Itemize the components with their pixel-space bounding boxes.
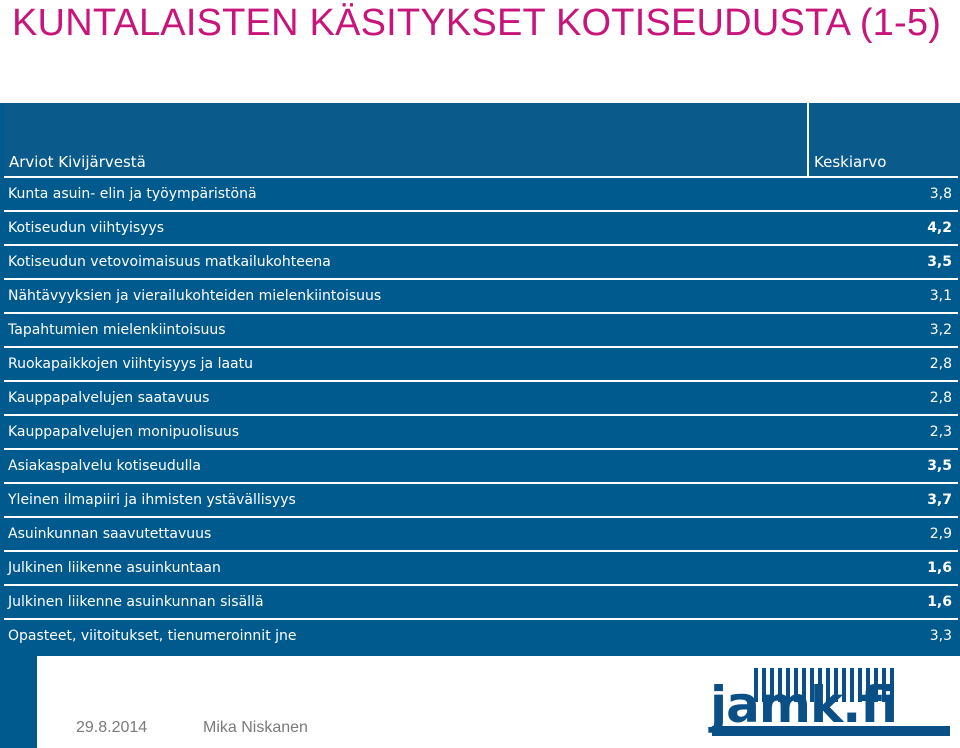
row-value: 1,6: [927, 594, 952, 610]
table-row: Ruokapaikkojen viihtyisyys ja laatu 2,8: [4, 346, 958, 380]
row-label: Julkinen liikenne asuinkunnan sisällä: [8, 594, 264, 610]
logo-stripe: [866, 668, 870, 702]
logo-stripe: [858, 668, 862, 702]
row-value: 3,2: [929, 322, 952, 338]
table-row: Kauppapalvelujen monipuolisuus 2,3: [4, 414, 958, 448]
ratings-table: Arviot Kivijärvestä Keskiarvo Kunta asui…: [0, 103, 960, 656]
row-label: Kotiseudun viihtyisyys: [8, 220, 165, 236]
logo-stripe: [778, 668, 782, 702]
table-row: Kunta asuin- elin ja työympäristönä 3,8: [4, 176, 958, 210]
table-row: Asiakaspalvelu kotiseudulla 3,5: [4, 448, 958, 482]
row-label: Ruokapaikkojen viihtyisyys ja laatu: [8, 356, 253, 372]
logo-stripe: [762, 668, 766, 702]
logo-stripe: [842, 668, 846, 702]
row-value: 3,3: [929, 628, 952, 644]
row-label: Tapahtumien mielenkiintoisuus: [8, 322, 226, 338]
table-row: Tapahtumien mielenkiintoisuus 3,2: [4, 312, 958, 346]
row-value: 3,7: [927, 492, 952, 508]
logo-stripe: [786, 668, 790, 702]
table-row: Julkinen liikenne asuinkuntaan 1,6: [4, 550, 958, 584]
row-label: Julkinen liikenne asuinkuntaan: [8, 560, 221, 576]
logo-underline: [712, 726, 950, 736]
table-row: Nähtävyyksien ja vierailukohteiden miele…: [4, 278, 958, 312]
row-label: Nähtävyyksien ja vierailukohteiden miele…: [8, 288, 382, 304]
row-label: Asiakaspalvelu kotiseudulla: [8, 458, 201, 474]
table-row: Kotiseudun vetovoimaisuus matkailukohtee…: [4, 244, 958, 278]
logo-stripe: [802, 668, 806, 702]
row-value: 3,5: [927, 254, 952, 270]
row-value: 2,9: [929, 526, 952, 542]
row-value: 3,8: [929, 186, 952, 202]
table-header-value: Keskiarvo: [814, 153, 887, 171]
row-value: 1,6: [927, 560, 952, 576]
logo-stripe: [890, 668, 894, 702]
table-row: Opasteet, viitoitukset, tienumeroinnit j…: [4, 618, 958, 652]
row-value: 4,2: [927, 220, 952, 236]
row-value: 3,5: [927, 458, 952, 474]
row-label: Kauppapalvelujen saatavuus: [8, 390, 210, 406]
row-value: 2,8: [929, 390, 952, 406]
row-label: Kunta asuin- elin ja työympäristönä: [8, 186, 257, 202]
row-label: Yleinen ilmapiiri ja ihmisten ystävällis…: [8, 492, 296, 508]
logo-stripe: [818, 668, 822, 702]
table-row: Kotiseudun viihtyisyys 4,2: [4, 210, 958, 244]
table-row: Asuinkunnan saavutettavuus 2,9: [4, 516, 958, 550]
footer-author: Mika Niskanen: [203, 719, 308, 736]
logo-text: jamk.fi: [708, 676, 897, 734]
table-header-label: Arviot Kivijärvestä: [9, 153, 146, 171]
row-label: Kauppapalvelujen monipuolisuus: [8, 424, 239, 440]
footer-date: 29.8.2014: [76, 719, 148, 736]
table-row: Julkinen liikenne asuinkunnan sisällä 1,6: [4, 584, 958, 618]
logo-stripe: [874, 668, 878, 702]
row-label: Opasteet, viitoitukset, tienumeroinnit j…: [8, 628, 297, 644]
decorative-strip: [0, 656, 37, 748]
row-label: Asuinkunnan saavutettavuus: [8, 526, 212, 542]
jamk-logo: jamk.fi: [708, 668, 950, 736]
logo-stripe: [810, 668, 814, 702]
table-header-label-cell: Arviot Kivijärvestä: [4, 103, 809, 176]
logo-stripe: [770, 668, 774, 702]
logo-stripe: [882, 668, 886, 702]
table-row: Yleinen ilmapiiri ja ihmisten ystävällis…: [4, 482, 958, 516]
row-value: 2,8: [929, 356, 952, 372]
slide-title: KUNTALAISTEN KÄSITYKSET KOTISEUDUSTA (1-…: [12, 2, 942, 44]
row-label: Kotiseudun vetovoimaisuus matkailukohtee…: [8, 254, 331, 270]
table-row: Kauppapalvelujen saatavuus 2,8: [4, 380, 958, 414]
row-value: 3,1: [929, 288, 952, 304]
row-value: 2,3: [929, 424, 952, 440]
logo-stripe: [850, 668, 854, 702]
logo-stripe: [826, 668, 830, 702]
logo-stripe: [754, 668, 758, 702]
table-header-value-cell: Keskiarvo: [809, 103, 960, 176]
logo-stripe: [794, 668, 798, 702]
logo-stripe: [834, 668, 838, 702]
